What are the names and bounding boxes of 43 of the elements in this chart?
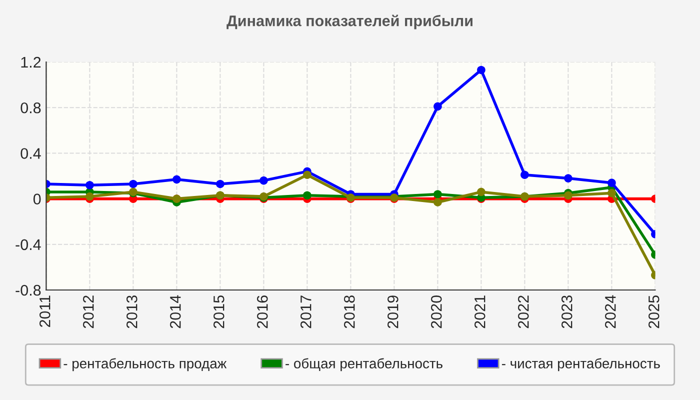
point [86,192,94,201]
legend-label: - общая рентабельность [286,358,442,372]
x-tick-label: 2019 [387,296,398,328]
legend-label: - чистая рентабельность [502,358,660,372]
point [520,170,529,180]
x-tick-label: 2022 [518,296,529,328]
x-tick-label: 2012 [82,296,94,328]
point [260,176,268,185]
point [564,191,572,200]
x-tick-label: 2014 [170,295,181,328]
x-tick-label: 2020 [430,295,442,328]
point [434,198,442,206]
y-tick-label: -0.4 [16,239,41,250]
x-tick-label: 2011 [39,296,50,327]
point [608,188,616,198]
point [477,188,486,196]
y-tick-label: 0.8 [20,102,41,114]
x-tick-label: 2021 [474,296,486,328]
x-tick-label: 2025 [648,296,660,328]
point [216,180,224,188]
point [86,180,94,190]
y-tick-label: 0.4 [20,148,41,159]
chart-title: Динамика показателей прибыли [226,14,472,30]
legend-label: - рентабельность продаж [64,358,227,372]
x-tick-label: 2013 [126,296,138,328]
point [434,190,442,198]
x-tick-label: 2018 [344,296,355,328]
x-tick-label: 2016 [256,296,268,328]
x-tick-label: 2015 [213,296,224,328]
point [129,180,138,188]
point [303,191,312,200]
x-tick-label: 2023 [561,296,572,328]
y-tick-label: -0.8 [16,284,41,296]
point [434,102,442,111]
point [564,174,572,182]
point [477,66,486,74]
point [172,175,181,184]
x-tick-label: 2024 [604,295,616,328]
x-tick-label: 2017 [300,296,312,328]
point [608,178,616,188]
y-tick-label: 1.2 [21,56,41,68]
y-tick-label: 0 [33,194,41,204]
point [303,170,312,180]
